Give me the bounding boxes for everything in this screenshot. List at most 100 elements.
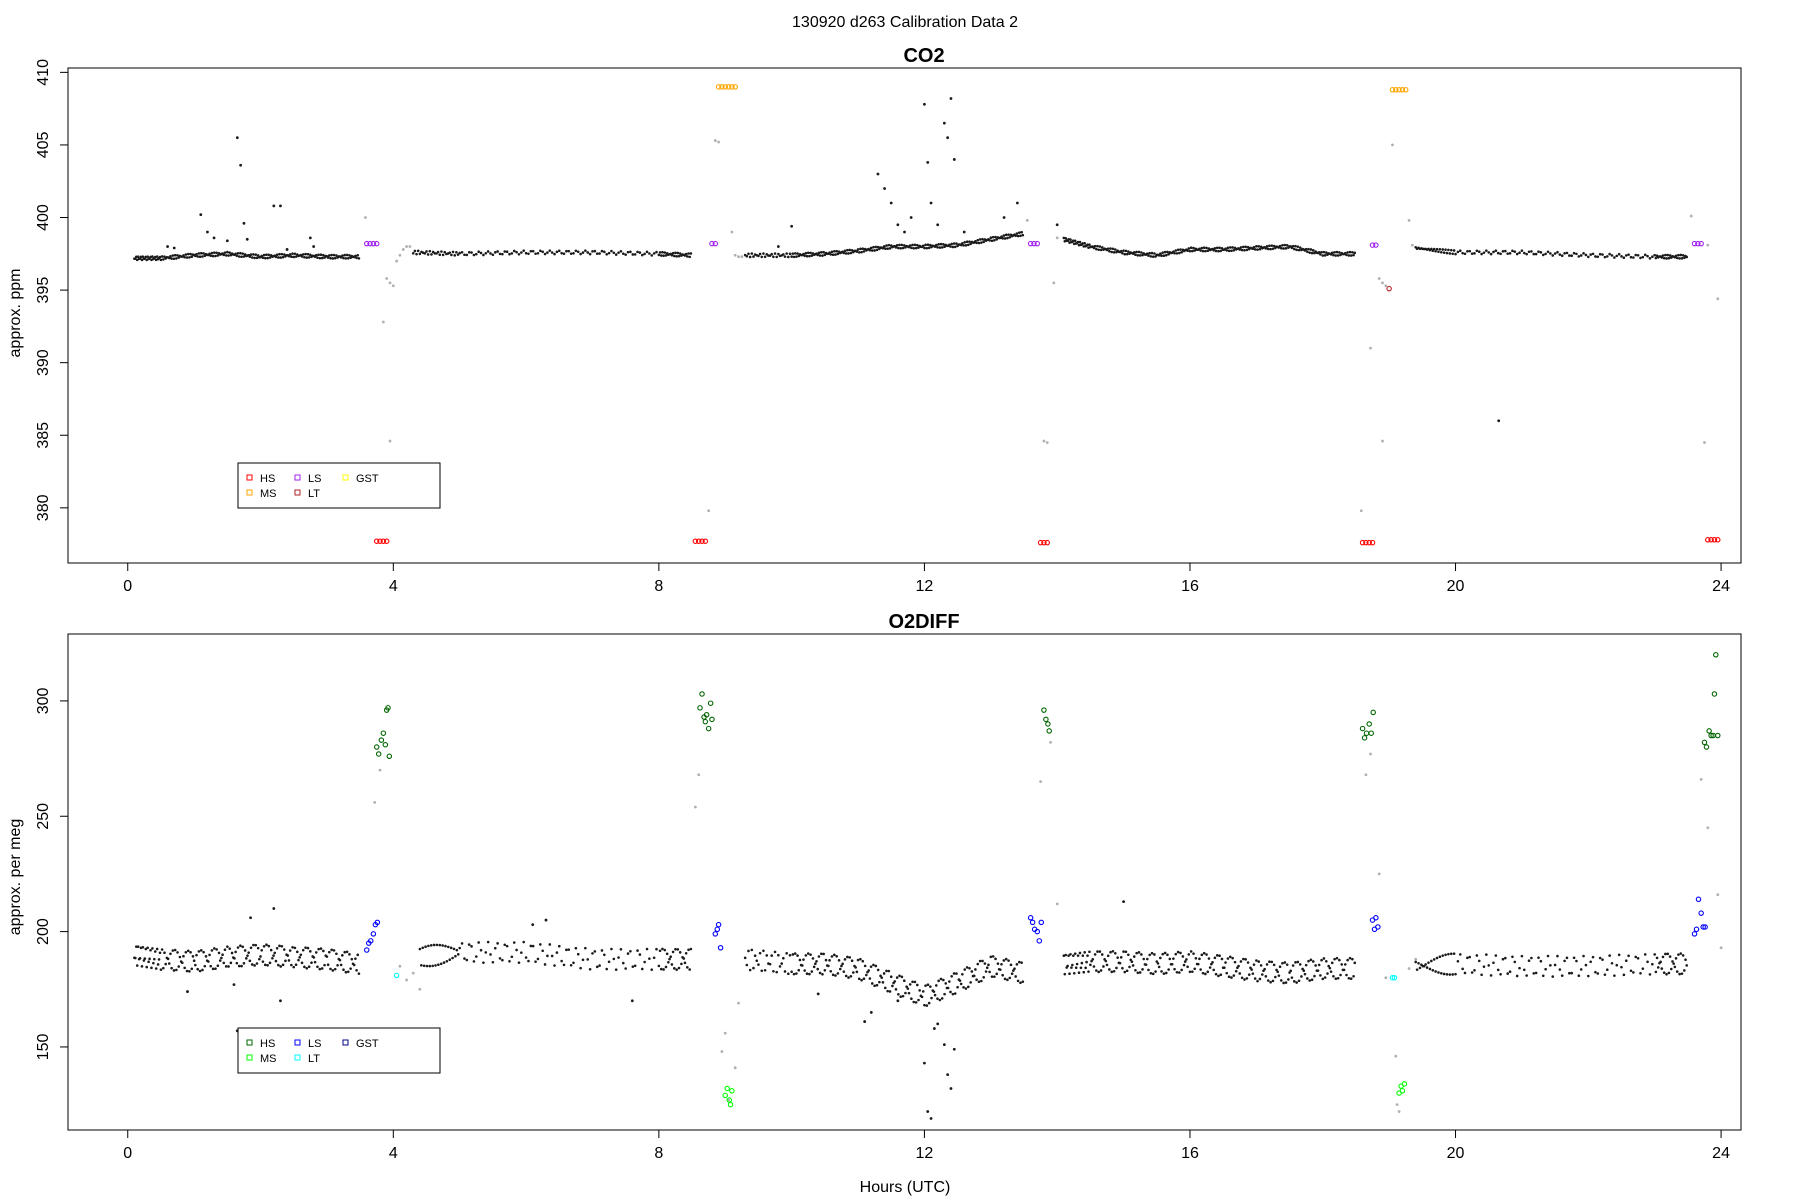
- o2diff-ambient-point: [1191, 970, 1194, 973]
- o2diff-ambient-point: [1617, 953, 1621, 957]
- o2diff-ambient-point: [1348, 956, 1352, 960]
- co2-ambient-point: [211, 254, 215, 258]
- co2-ambient-point: [817, 251, 821, 255]
- o2diff-ambient-point: [757, 963, 760, 966]
- co2-ambient-point: [1123, 252, 1127, 256]
- o2diff-ambient-point: [290, 963, 293, 967]
- o2diff-ambient-point: [463, 957, 466, 960]
- o2diff-ambient-point: [1496, 968, 1500, 972]
- o2diff-ambient-point: [1130, 960, 1134, 963]
- o2diff-calibration-point-ls: [1029, 919, 1036, 926]
- co2-ambient-point: [850, 248, 854, 252]
- co2-calibration-point-ms: [1389, 87, 1396, 93]
- o2diff-ambient-point: [684, 951, 688, 955]
- o2diff-ambient-point: [1175, 970, 1179, 974]
- o2diff-ambient-point: [1675, 970, 1679, 973]
- o2diff-ambient-point: [1418, 966, 1422, 970]
- co2-ambient-point: [529, 249, 533, 253]
- o2diff-ambient-point: [593, 950, 597, 953]
- o2diff-ambient-point: [801, 964, 804, 967]
- co2-transition-point: [395, 259, 399, 263]
- co2-ambient-point: [952, 242, 956, 245]
- o2diff-ambient-point: [252, 943, 255, 947]
- o2diff-ambient-point: [1098, 950, 1102, 953]
- o2diff-ambient-point: [438, 943, 442, 947]
- o2diff-calibration-point-ls: [1027, 915, 1034, 921]
- o2diff-ambient-point: [1151, 972, 1155, 976]
- co2-ambient-point: [911, 243, 914, 247]
- o2diff-ambient-point: [472, 960, 476, 963]
- o2diff-ambient-point: [309, 950, 312, 953]
- co2-ambient-point: [600, 249, 604, 253]
- o2diff-ambient-point: [1260, 973, 1264, 976]
- co2-ambient-point: [1565, 251, 1569, 255]
- co2-ambient-point: [1021, 233, 1025, 237]
- co2-ambient-point: [415, 252, 418, 256]
- co2-ambient-point: [463, 253, 466, 257]
- o2diff-calibration-point-ls: [1700, 924, 1706, 930]
- o2diff-ambient-point: [253, 964, 256, 967]
- co2-spike-point: [245, 237, 249, 241]
- o2diff-ambient-point: [182, 954, 185, 958]
- co2-ambient-point: [1591, 252, 1595, 256]
- o2diff-ambient-point: [674, 947, 677, 951]
- co2-ambient-point: [762, 252, 765, 255]
- o2diff-ambient-point: [196, 967, 199, 971]
- co2-calibration-point-ms: [719, 84, 725, 90]
- o2diff-ambient-point: [1136, 971, 1140, 975]
- co2-ambient-point: [546, 251, 549, 254]
- o2diff-ambient-point: [280, 945, 284, 948]
- o2diff-transition-point: [1719, 946, 1723, 950]
- co2-ambient-point: [1246, 245, 1250, 249]
- o2diff-ambient-point: [987, 963, 990, 967]
- o2diff-calibration-point-ls: [1691, 931, 1698, 937]
- co2-ambient-point: [745, 254, 749, 258]
- co2-ambient-point: [658, 251, 662, 254]
- o2diff-ambient-point: [250, 963, 254, 966]
- o2diff-ambient-point: [271, 956, 274, 960]
- o2diff-ambient-point: [295, 950, 299, 954]
- co2-ambient-point: [1191, 249, 1194, 253]
- o2diff-ambient-point: [1198, 957, 1201, 961]
- co2-spike-point: [272, 204, 276, 208]
- o2diff-ambient-point: [444, 944, 447, 948]
- o2diff-ambient-point: [870, 982, 874, 985]
- o2diff-ambient-point: [306, 946, 310, 950]
- co2-ambient-point: [1311, 249, 1315, 252]
- o2diff-ambient-point: [1329, 970, 1333, 973]
- o2diff-ambient-point: [878, 980, 881, 984]
- co2-ambient-point: [1140, 251, 1143, 254]
- co2-transition-point: [733, 253, 737, 257]
- co2-ambient-point: [332, 253, 336, 257]
- co2-ambient-point: [1541, 253, 1545, 257]
- o2diff-ambient-point: [770, 954, 774, 957]
- o2diff-ambient-point: [1351, 957, 1354, 961]
- o2diff-ambient-point: [352, 963, 356, 967]
- o2diff-ambient-point: [904, 991, 907, 995]
- o2diff-ambient-point: [546, 954, 549, 958]
- o2diff-y-tick-label: 150: [35, 1034, 52, 1061]
- co2-ambient-point: [1072, 239, 1075, 242]
- o2diff-ambient-point: [668, 957, 671, 961]
- o2diff-ambient-point: [224, 965, 228, 968]
- co2-ambient-point: [581, 251, 585, 254]
- co2-ambient-point: [1661, 254, 1665, 257]
- o2diff-ambient-point: [1206, 970, 1210, 974]
- o2diff-ambient-point: [1434, 970, 1437, 973]
- co2-ambient-point: [1164, 253, 1168, 257]
- co2-ambient-point: [527, 252, 530, 256]
- o2diff-spike-point: [531, 923, 535, 927]
- o2diff-ambient-point: [474, 955, 478, 958]
- co2-ambient-point: [655, 250, 658, 254]
- o2diff-ambient-point: [1096, 950, 1099, 953]
- o2diff-ambient-point: [1310, 978, 1314, 982]
- o2diff-calibration-point-ls: [1693, 926, 1700, 933]
- co2-ambient-point: [982, 240, 985, 244]
- o2diff-ambient-point: [1427, 961, 1430, 964]
- o2diff-ambient-point: [269, 948, 273, 952]
- co2-transition-point: [740, 255, 744, 259]
- co2-ambient-point: [1127, 250, 1130, 253]
- o2diff-ambient-point: [671, 950, 675, 954]
- o2diff-ambient-point: [277, 963, 280, 967]
- co2-y-axis-label: approx. ppm: [7, 269, 24, 358]
